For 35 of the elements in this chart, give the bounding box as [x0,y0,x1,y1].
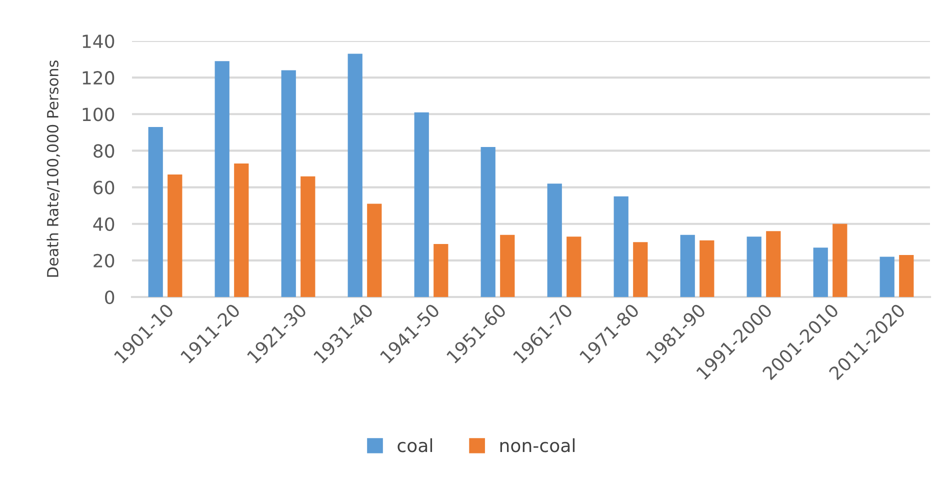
y-tick-label: 140 [82,34,114,48]
bar [500,234,515,297]
bar [214,61,230,297]
y-tick-label: 20 [94,254,114,268]
bar [700,240,714,297]
y-tick-label: 100 [82,108,114,122]
y-tick-label: 0 [105,290,114,304]
bar [880,256,894,297]
bar [746,236,762,297]
bar [367,204,382,297]
y-axis-title: Death Rate/100,000 Persons [46,60,60,277]
y-tick-label: 80 [94,144,114,158]
bar [414,112,429,297]
bar [281,70,296,297]
bar [813,248,828,297]
bar [547,184,562,297]
legend-label: coal [398,438,432,452]
bar [614,196,628,297]
y-tick-label: 40 [93,217,114,231]
bar [566,236,582,297]
bar [168,174,182,297]
bar [434,244,448,297]
bar [766,231,781,297]
bar [832,224,848,297]
legend-label: non-coal [500,438,575,452]
bar [148,126,163,297]
bar [633,242,648,297]
bar [480,147,496,297]
y-tick-label: 120 [82,71,114,85]
y-tick-label: 60 [94,180,114,194]
bar [234,164,249,297]
bar [899,254,914,297]
bar [300,176,316,297]
bar [680,234,695,297]
bar [348,54,362,297]
